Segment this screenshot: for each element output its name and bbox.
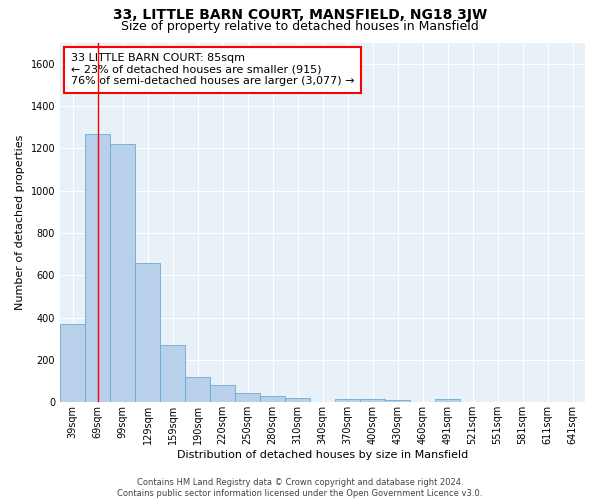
Bar xyxy=(85,134,110,402)
Bar xyxy=(210,386,235,402)
X-axis label: Distribution of detached houses by size in Mansfield: Distribution of detached houses by size … xyxy=(177,450,468,460)
Bar xyxy=(160,345,185,403)
Bar xyxy=(335,399,360,402)
Bar xyxy=(235,393,260,402)
Text: 33 LITTLE BARN COURT: 85sqm
← 23% of detached houses are smaller (915)
76% of se: 33 LITTLE BARN COURT: 85sqm ← 23% of det… xyxy=(71,54,354,86)
Bar xyxy=(60,324,85,402)
Text: 33, LITTLE BARN COURT, MANSFIELD, NG18 3JW: 33, LITTLE BARN COURT, MANSFIELD, NG18 3… xyxy=(113,8,487,22)
Bar xyxy=(260,396,285,402)
Bar xyxy=(110,144,135,403)
Y-axis label: Number of detached properties: Number of detached properties xyxy=(15,134,25,310)
Bar xyxy=(435,399,460,402)
Bar xyxy=(385,400,410,402)
Text: Size of property relative to detached houses in Mansfield: Size of property relative to detached ho… xyxy=(121,20,479,33)
Bar xyxy=(360,399,385,402)
Bar xyxy=(135,262,160,402)
Bar xyxy=(185,377,210,402)
Bar xyxy=(285,398,310,402)
Text: Contains HM Land Registry data © Crown copyright and database right 2024.
Contai: Contains HM Land Registry data © Crown c… xyxy=(118,478,482,498)
